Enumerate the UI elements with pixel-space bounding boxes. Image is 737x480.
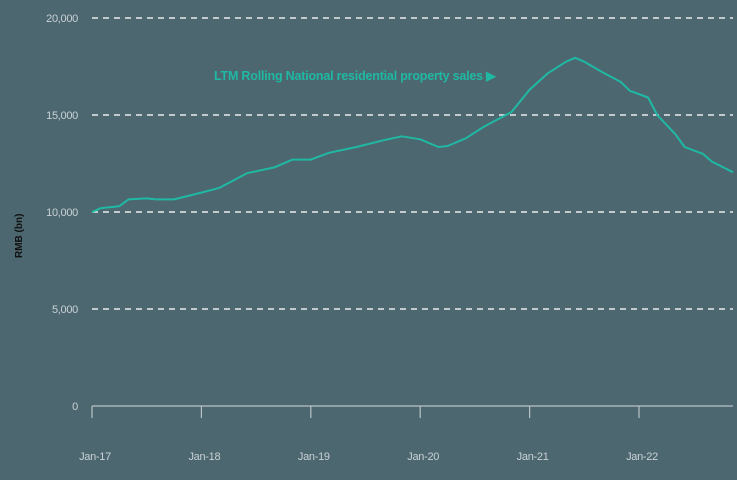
x-tick-label: Jan-19 <box>298 451 330 463</box>
series-annotation: LTM Rolling National residential propert… <box>214 69 497 83</box>
x-tick-label: Jan-22 <box>626 451 658 463</box>
y-axis-ticks: 0 5,000 10,000 15,000 20,000 <box>46 13 78 413</box>
x-tick-label: Jan-20 <box>407 451 439 463</box>
x-axis: Jan-17 Jan-18 Jan-19 Jan-20 Jan-21 Jan-22 <box>79 405 733 463</box>
x-tick-label: Jan-18 <box>188 451 220 463</box>
y-tick-label: 15,000 <box>46 110 78 122</box>
y-tick-label: 10,000 <box>46 207 78 219</box>
y-tick-label: 5,000 <box>52 304 78 316</box>
y-tick-label: 20,000 <box>46 13 78 25</box>
x-tick-label: Jan-17 <box>79 451 111 463</box>
gridlines <box>92 17 733 310</box>
y-tick-label: 0 <box>72 401 78 413</box>
series-line <box>91 56 734 213</box>
y-axis-label: RMB (bn) <box>14 214 25 258</box>
x-tick-label: Jan-21 <box>517 451 549 463</box>
